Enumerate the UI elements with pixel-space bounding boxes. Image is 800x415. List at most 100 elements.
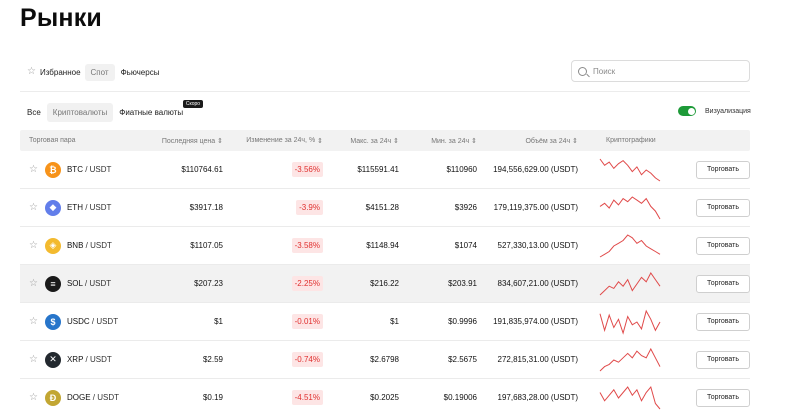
table-row[interactable]: ☆ ≡ SOL / USDT $207.23 -2.25% $216.22 $203.91 8…	[20, 265, 750, 303]
tab-favorites[interactable]: ☆ Избранное	[27, 67, 85, 77]
volume: 194,556,629.00 (USDT)	[493, 165, 578, 174]
change-cell: -0.74%	[223, 352, 323, 367]
sparkline-cell	[578, 347, 682, 373]
volume: 527,330,13.00 (USDT)	[497, 241, 579, 250]
min-price: $1074	[454, 241, 477, 250]
pair-name[interactable]: BNB / USDT	[66, 241, 112, 250]
table-row[interactable]: ☆ ₿ BTC / USDT $110764.61 -3.56% $115591.41 $1…	[20, 151, 750, 189]
tab-spot[interactable]: Спот	[84, 63, 115, 81]
search-input[interactable]	[593, 66, 743, 76]
base-symbol: USDC	[66, 317, 90, 326]
markets-table: Торговая пара Последняя цена ⇕ Изменение…	[20, 130, 750, 415]
min-price: $203.91	[448, 279, 477, 288]
bnb-icon: ◈	[44, 237, 61, 254]
search-icon	[578, 66, 587, 76]
favorite-star-icon[interactable]: ☆	[29, 391, 38, 403]
base-symbol: ETH	[66, 203, 83, 212]
header-max[interactable]: Макс. за 24ч ⇕	[323, 137, 399, 145]
bitcoin-icon: ₿	[44, 161, 61, 178]
pair-name[interactable]: USDC / USDT	[66, 317, 119, 326]
pair-cell: ☆ ≡ SOL / USDT	[20, 275, 145, 292]
tab-all[interactable]: Все	[27, 107, 41, 117]
quote-symbol: USDT	[89, 165, 112, 174]
sparkline-chart	[599, 195, 661, 219]
max-price: $115591.41	[357, 165, 399, 174]
table-body: ☆ ₿ BTC / USDT $110764.61 -3.56% $115591.41 $1…	[20, 151, 750, 415]
tab-fiat[interactable]: Фиатные валюты Скоро	[113, 99, 204, 122]
sort-icon: ⇕	[217, 137, 223, 145]
pair-name[interactable]: XRP / USDT	[66, 355, 112, 364]
table-header: Торговая пара Последняя цена ⇕ Изменение…	[20, 130, 750, 151]
favorite-star-icon[interactable]: ☆	[29, 163, 38, 175]
table-row[interactable]: ☆ ◆ ETH / USDT $3917.18 -3.9% $4151.28 $3926 17…	[20, 189, 750, 227]
visualization-control: Визуализация	[678, 106, 751, 116]
last-price: $0.19	[202, 393, 223, 402]
tab-crypto[interactable]: Криптовалюты	[46, 102, 114, 122]
quote-symbol: USDT	[89, 355, 112, 364]
favorite-star-icon[interactable]: ☆	[29, 315, 38, 327]
action-cell: Торговать	[682, 274, 750, 293]
quote-symbol: USDT	[97, 393, 119, 402]
pair-name[interactable]: BTC / USDT	[66, 165, 112, 174]
pair-cell: ☆ Ð DOGE / USDT	[20, 389, 145, 406]
market-tabs: ☆ Избранное Спот Фьючерсы	[27, 62, 165, 82]
solana-icon: ≡	[44, 275, 61, 292]
pair-name[interactable]: ETH / USDT	[66, 203, 112, 212]
favorite-star-icon[interactable]: ☆	[29, 353, 38, 365]
volume: 179,119,375.00 (USDT)	[493, 203, 578, 212]
favorite-star-icon[interactable]: ☆	[29, 201, 38, 213]
trade-button[interactable]: Торговать	[696, 198, 750, 217]
last-price: $1	[214, 317, 223, 326]
change-badge: -0.01%	[291, 314, 323, 329]
trade-button[interactable]: Торговать	[696, 312, 750, 331]
table-row[interactable]: ☆ ◈ BNB / USDT $1107.05 -3.58% $1148.94 $1074 5…	[20, 227, 750, 265]
tab-futures[interactable]: Фьючерсы	[120, 67, 160, 77]
max-price: $1148.94	[366, 241, 399, 250]
star-icon: ☆	[27, 66, 36, 77]
base-symbol: SOL	[66, 279, 83, 288]
action-cell: Торговать	[682, 236, 750, 255]
table-row[interactable]: ☆ ✕ XRP / USDT $2.59 -0.74% $2.6798 $2.5675 272…	[20, 341, 750, 379]
visualization-toggle[interactable]	[678, 106, 696, 116]
quote-symbol: USDT	[96, 317, 119, 326]
volume: 834,607,21.00 (USDT)	[497, 279, 579, 288]
sparkline-chart	[599, 271, 661, 295]
action-cell: Торговать	[682, 160, 750, 179]
trade-button[interactable]: Торговать	[696, 274, 750, 293]
action-cell: Торговать	[682, 312, 750, 331]
min-price: $2.5675	[448, 355, 477, 364]
volume: 191,835,974.00 (USDT)	[493, 317, 578, 326]
trade-button[interactable]: Торговать	[696, 388, 750, 407]
favorite-star-icon[interactable]: ☆	[29, 239, 38, 251]
sparkline-cell	[578, 271, 682, 297]
header-last-price[interactable]: Последняя цена ⇕	[145, 137, 223, 145]
category-tabs: Все Криптовалюты Фиатные валюты Скоро	[21, 99, 204, 122]
header-volume[interactable]: Объём за 24ч ⇕	[477, 137, 578, 145]
trade-button[interactable]: Торговать	[696, 236, 750, 255]
sort-icon: ⇕	[572, 137, 578, 145]
divider	[20, 91, 750, 92]
search-box[interactable]	[571, 60, 750, 82]
quote-symbol: USDT	[89, 279, 112, 288]
last-price: $3917.18	[189, 203, 223, 212]
table-row[interactable]: ☆ $ USDC / USDT $1 -0.01% $1 $0.9996 191,835,97…	[20, 303, 750, 341]
table-row[interactable]: ☆ Ð DOGE / USDT $0.19 -4.51% $0.2025 $0.19006 1…	[20, 379, 750, 415]
page-title: Рынки	[20, 4, 103, 32]
pair-name[interactable]: DOGE / USDT	[66, 393, 119, 402]
trade-button[interactable]: Торговать	[696, 350, 750, 369]
max-price: $0.2025	[370, 393, 399, 402]
favorite-star-icon[interactable]: ☆	[29, 277, 38, 289]
sort-icon: ⇕	[471, 137, 477, 145]
sparkline-line	[599, 233, 661, 257]
pair-name[interactable]: SOL / USDT	[66, 279, 112, 288]
pair-cell: ☆ ₿ BTC / USDT	[20, 161, 145, 178]
volume: 197,683,28.00 (USDT)	[497, 393, 579, 402]
sparkline-cell	[578, 385, 682, 411]
tab-favorites-label: Избранное	[39, 67, 81, 77]
header-change[interactable]: Изменение за 24ч, % ⇕	[223, 137, 323, 145]
header-pair[interactable]: Торговая пара	[29, 137, 76, 144]
pair-cell: ☆ ✕ XRP / USDT	[20, 351, 145, 368]
soon-badge: Скоро	[182, 99, 204, 108]
header-min[interactable]: Мин. за 24ч ⇕	[399, 137, 477, 145]
trade-button[interactable]: Торговать	[696, 160, 750, 179]
